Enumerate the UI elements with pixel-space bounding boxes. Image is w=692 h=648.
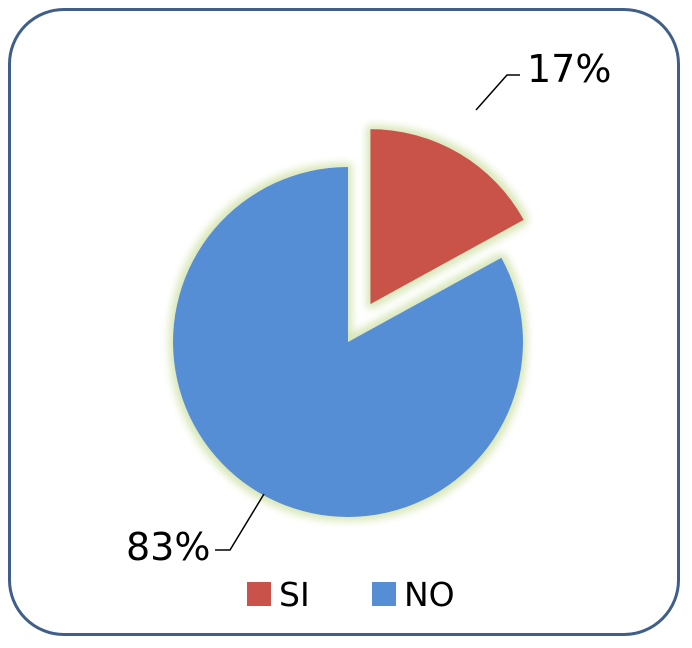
- legend-swatch-no: [372, 582, 396, 606]
- legend-swatch-si: [247, 582, 271, 606]
- pie-slice-no: [173, 167, 523, 517]
- pie-slice-si: [370, 129, 524, 305]
- leader-line-si: [475, 74, 520, 111]
- legend: SI NO: [247, 575, 455, 614]
- leader-line-no: [215, 493, 265, 551]
- legend-label-si: SI: [279, 575, 310, 614]
- data-label-no: 83%: [126, 525, 210, 569]
- legend-label-no: NO: [404, 575, 455, 614]
- data-label-si: 17%: [527, 47, 611, 91]
